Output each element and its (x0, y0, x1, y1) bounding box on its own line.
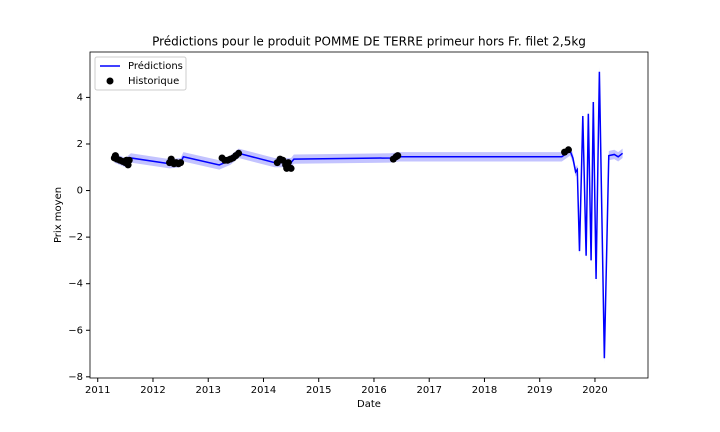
y-tick-label: −8 (68, 372, 83, 383)
x-tick-label: 2014 (251, 385, 276, 396)
x-axis-label: Date (357, 399, 381, 410)
x-tick-label: 2017 (416, 385, 441, 396)
y-tick-label: −2 (68, 232, 83, 243)
x-tick-label: 2016 (361, 385, 386, 396)
x-tick-label: 2012 (140, 385, 165, 396)
confidence-band (114, 67, 623, 363)
y-tick-label: −4 (68, 279, 83, 290)
y-tick-label: 0 (77, 186, 83, 197)
y-tick-label: −6 (68, 325, 83, 336)
history-point (287, 164, 295, 172)
legend-label: Historique (128, 76, 179, 87)
history-point (177, 159, 185, 167)
chart-title: Prédictions pour le produit POMME DE TER… (152, 35, 586, 49)
x-tick-label: 2011 (85, 385, 110, 396)
history-point (564, 146, 572, 154)
y-tick-label: 2 (77, 139, 83, 150)
y-axis-label: Prix moyen (53, 187, 64, 243)
x-tick-label: 2018 (472, 385, 497, 396)
x-tick-label: 2020 (582, 385, 607, 396)
history-point (235, 149, 243, 157)
plot-frame (89, 51, 649, 379)
x-tick-label: 2013 (196, 385, 221, 396)
y-tick-label: 4 (77, 92, 83, 103)
prediction-line (114, 71, 624, 359)
history-point (125, 156, 133, 164)
x-tick-label: 2015 (306, 385, 331, 396)
legend-swatch (106, 77, 114, 85)
x-tick-label: 2019 (527, 385, 552, 396)
history-point (284, 159, 292, 167)
legend-label: Prédictions (128, 60, 183, 72)
history-point (394, 152, 402, 160)
